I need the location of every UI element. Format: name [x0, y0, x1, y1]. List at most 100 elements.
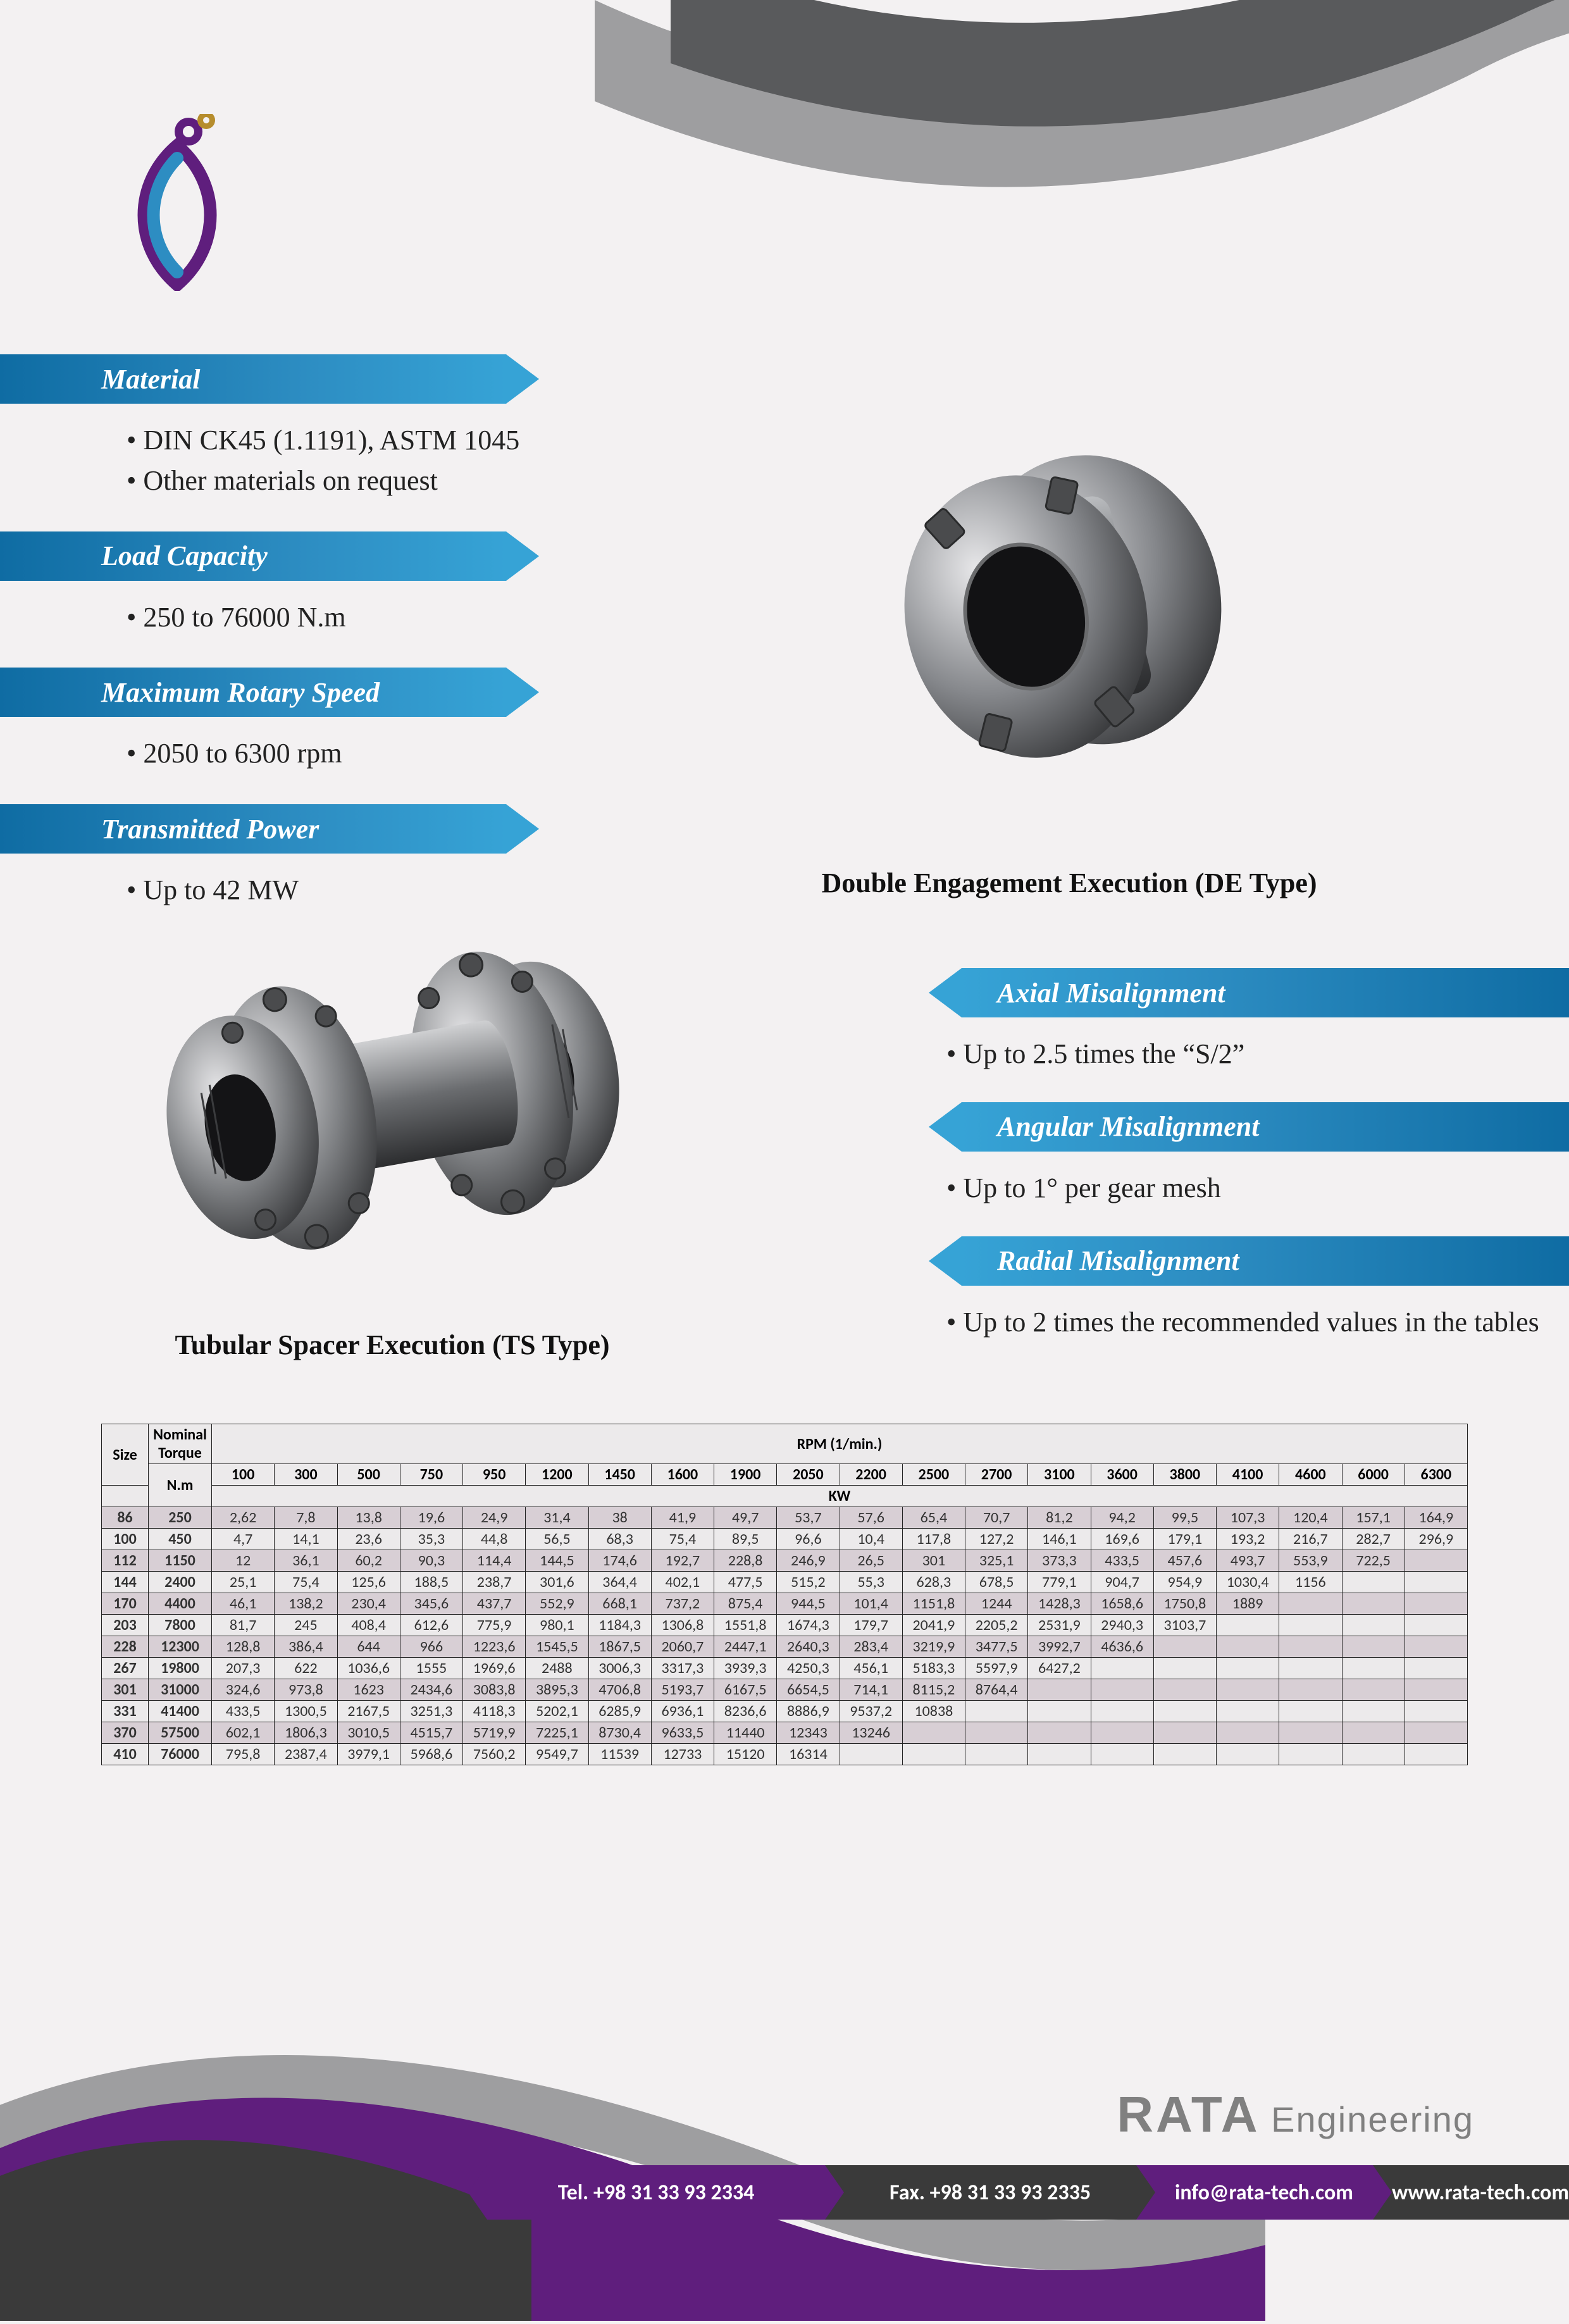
cell-value: 193,2 — [1217, 1529, 1279, 1550]
section-bullets: Up to 1° per gear mesh — [898, 1168, 1569, 1209]
cell-value: 12 — [212, 1550, 275, 1572]
cell-value: 973,8 — [275, 1679, 337, 1701]
cell-value: 3251,3 — [400, 1701, 462, 1722]
cell-value — [1405, 1572, 1467, 1593]
cell-value — [1279, 1636, 1342, 1658]
cell-value: 296,9 — [1405, 1529, 1467, 1550]
cell-torque: 1150 — [149, 1550, 212, 1572]
cell-torque: 76000 — [149, 1744, 212, 1765]
cell-value: 6285,9 — [588, 1701, 651, 1722]
cell-value: 7,8 — [275, 1507, 337, 1529]
cell-value: 35,3 — [400, 1529, 462, 1550]
cell-value: 2060,7 — [651, 1636, 714, 1658]
cell-torque: 19800 — [149, 1658, 212, 1679]
cell-value: 402,1 — [651, 1572, 714, 1593]
cell-value: 714,1 — [840, 1679, 902, 1701]
cell-value — [1405, 1550, 1467, 1572]
bullet-item: Up to 2.5 times the “S/2” — [946, 1034, 1569, 1074]
footer-email: info@rata-tech.com — [1136, 2165, 1373, 2220]
cell-value: 81,2 — [1028, 1507, 1091, 1529]
cell-value: 944,5 — [777, 1593, 840, 1615]
bullet-item: Up to 2 times the recommended values in … — [946, 1302, 1569, 1343]
cell-torque: 41400 — [149, 1701, 212, 1722]
cell-size: 170 — [102, 1593, 149, 1615]
col-torque: Nominal Torque — [149, 1424, 212, 1464]
cell-value: 2447,1 — [714, 1636, 777, 1658]
cell-value: 89,5 — [714, 1529, 777, 1550]
cell-value: 4636,6 — [1091, 1636, 1153, 1658]
cell-value: 8730,4 — [588, 1722, 651, 1744]
cell-torque: 12300 — [149, 1636, 212, 1658]
cell-value — [1028, 1722, 1091, 1744]
cell-value: 3895,3 — [526, 1679, 588, 1701]
table-row: 1004504,714,123,635,344,856,568,375,489,… — [102, 1529, 1468, 1550]
cell-value: 456,1 — [840, 1658, 902, 1679]
cell-value — [1405, 1658, 1467, 1679]
section-banner: Maximum Rotary Speed — [0, 668, 607, 717]
cell-value: 14,1 — [275, 1529, 337, 1550]
cell-value: 324,6 — [212, 1679, 275, 1701]
cell-value: 325,1 — [965, 1550, 1028, 1572]
cell-value: 301 — [902, 1550, 965, 1572]
cell-value: 94,2 — [1091, 1507, 1153, 1529]
table-row: 41076000795,82387,43979,15968,67560,2954… — [102, 1744, 1468, 1765]
cell-value: 433,5 — [212, 1701, 275, 1722]
cell-value: 2205,2 — [965, 1615, 1028, 1636]
cell-torque: 2400 — [149, 1572, 212, 1593]
cell-value — [1153, 1701, 1216, 1722]
cell-value: 2940,3 — [1091, 1615, 1153, 1636]
cell-value: 99,5 — [1153, 1507, 1216, 1529]
cell-value: 1036,6 — [337, 1658, 400, 1679]
bullet-item: 2050 to 6300 rpm — [127, 733, 607, 774]
cell-value: 207,3 — [212, 1658, 275, 1679]
cell-value: 70,7 — [965, 1507, 1028, 1529]
rpm-col: 1200 — [526, 1464, 588, 1486]
cell-value: 386,4 — [275, 1636, 337, 1658]
cell-value — [1153, 1658, 1216, 1679]
cell-value: 2,62 — [212, 1507, 275, 1529]
cell-value: 1030,4 — [1217, 1572, 1279, 1593]
cell-value: 345,6 — [400, 1593, 462, 1615]
cell-value: 81,7 — [212, 1615, 275, 1636]
col-size: Size — [102, 1424, 149, 1486]
cell-value — [1342, 1658, 1405, 1679]
cell-value: 2167,5 — [337, 1701, 400, 1722]
cell-value: 90,3 — [400, 1550, 462, 1572]
cell-value: 128,8 — [212, 1636, 275, 1658]
cell-value: 3219,9 — [902, 1636, 965, 1658]
cell-size: 267 — [102, 1658, 149, 1679]
cell-torque: 57500 — [149, 1722, 212, 1744]
cell-value: 1300,5 — [275, 1701, 337, 1722]
cell-value: 26,5 — [840, 1550, 902, 1572]
cell-value: 2387,4 — [275, 1744, 337, 1765]
cell-value — [1153, 1679, 1216, 1701]
table-row: 203780081,7245408,4612,6775,9980,11184,3… — [102, 1615, 1468, 1636]
cell-value — [1342, 1701, 1405, 1722]
cell-value: 477,5 — [714, 1572, 777, 1593]
bullet-item: Other materials on request — [127, 461, 607, 501]
cell-value: 612,6 — [400, 1615, 462, 1636]
cell-value: 493,7 — [1217, 1550, 1279, 1572]
cell-value — [1342, 1679, 1405, 1701]
rpm-col: 300 — [275, 1464, 337, 1486]
product-image-ts — [152, 936, 633, 1265]
cell-value — [1028, 1744, 1091, 1765]
table-row: 37057500602,11806,33010,54515,75719,9722… — [102, 1722, 1468, 1744]
cell-value: 96,6 — [777, 1529, 840, 1550]
company-name: RATA Engineering — [1117, 2085, 1474, 2144]
cell-size: 144 — [102, 1572, 149, 1593]
cell-value — [965, 1701, 1028, 1722]
cell-size: 410 — [102, 1744, 149, 1765]
rpm-kw-table: SizeNominal TorqueRPM (1/min.)N.m1003005… — [101, 1424, 1468, 1765]
cell-value — [1153, 1722, 1216, 1744]
cell-value — [1153, 1744, 1216, 1765]
cell-value — [1405, 1615, 1467, 1636]
rpm-col: 2700 — [965, 1464, 1028, 1486]
cell-value: 6936,1 — [651, 1701, 714, 1722]
rpm-col: 3800 — [1153, 1464, 1216, 1486]
cell-value — [1279, 1679, 1342, 1701]
cell-value: 1555 — [400, 1658, 462, 1679]
cell-value: 60,2 — [337, 1550, 400, 1572]
cell-size: 370 — [102, 1722, 149, 1744]
section-bullets: Up to 42 MW — [0, 870, 607, 910]
